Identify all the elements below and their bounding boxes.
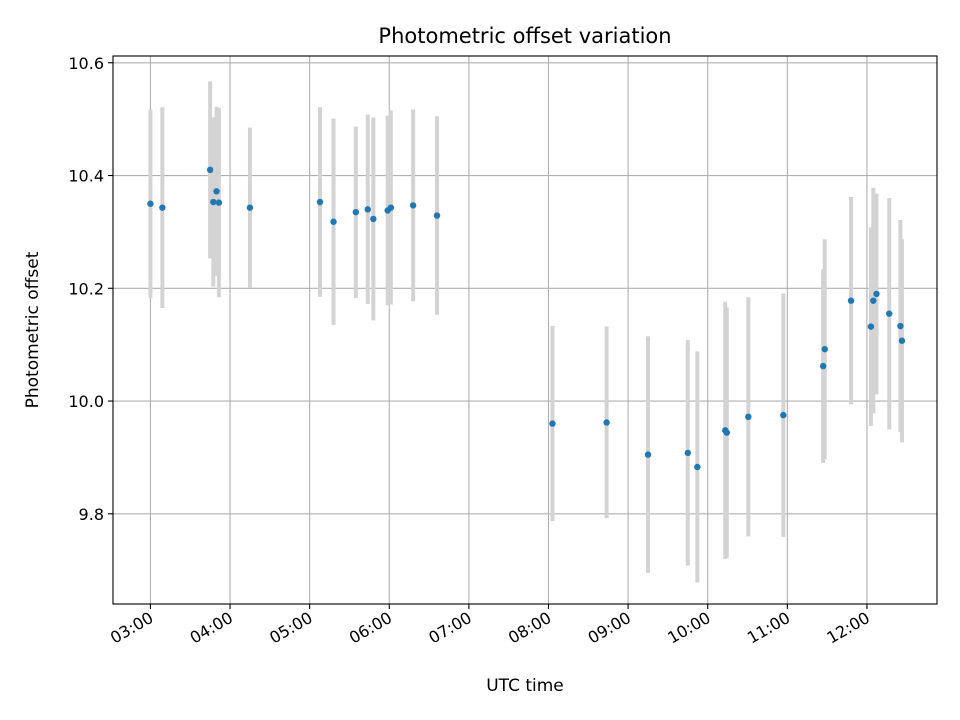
- data-point: [780, 411, 787, 419]
- plot-frame: [112, 55, 938, 605]
- data-point: [694, 463, 701, 471]
- data-point: [898, 337, 906, 344]
- data-point: [821, 345, 828, 353]
- data-point: [644, 451, 652, 458]
- data-point: [364, 206, 371, 213]
- grid-lines: [113, 56, 937, 604]
- data-point: [897, 322, 904, 330]
- y-tick-label: 10.6: [68, 54, 104, 73]
- data-point: [819, 362, 827, 370]
- data-point: [549, 420, 556, 427]
- y-tick-label: 10.4: [68, 167, 104, 186]
- data-points: [147, 166, 906, 471]
- data-point: [210, 198, 217, 206]
- data-point: [246, 204, 254, 211]
- data-point: [316, 198, 324, 206]
- data-point: [873, 290, 880, 298]
- data-point: [206, 166, 214, 174]
- data-point: [603, 419, 610, 426]
- data-point: [387, 204, 395, 211]
- data-point: [147, 200, 154, 207]
- data-point: [370, 215, 377, 223]
- data-point: [433, 212, 441, 219]
- data-point: [215, 199, 223, 206]
- data-point: [213, 188, 220, 195]
- data-point: [867, 323, 875, 330]
- data-point: [847, 297, 855, 304]
- data-point: [886, 310, 893, 317]
- y-axis-label: Photometric offset: [23, 251, 43, 408]
- data-point: [352, 208, 360, 216]
- data-point: [684, 449, 692, 457]
- y-tick-label: 9.8: [79, 505, 104, 524]
- data-point: [723, 429, 731, 436]
- data-point: [330, 218, 337, 225]
- data-point: [870, 297, 877, 304]
- y-axis-ticks: 9.8 10.0 10.2 10.4 10.6: [68, 54, 113, 524]
- chart-title: Photometric offset variation: [378, 24, 671, 48]
- y-tick-label: 10.2: [68, 279, 104, 298]
- data-point: [745, 413, 752, 421]
- data-point: [159, 204, 166, 211]
- y-tick-label: 10.0: [68, 392, 104, 411]
- x-axis-label: UTC time: [486, 676, 564, 696]
- data-point: [409, 202, 417, 209]
